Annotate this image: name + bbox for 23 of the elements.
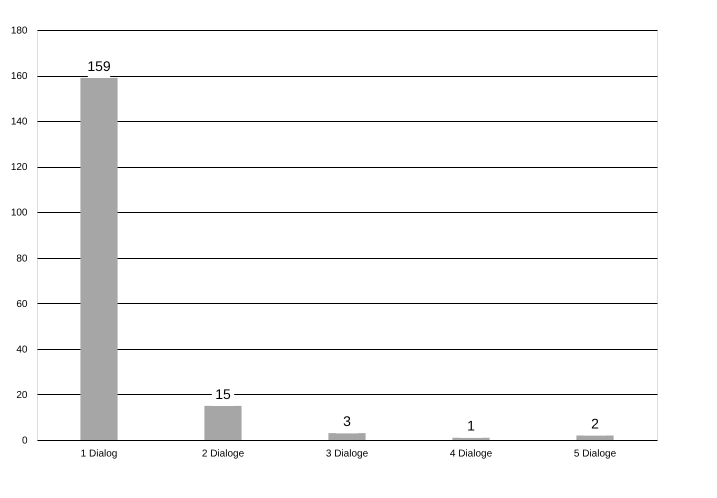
bar [328, 433, 366, 440]
x-tick-label: 3 Dialoge [326, 448, 369, 460]
data-label: 159 [87, 58, 111, 74]
x-tick-label: 4 Dialoge [450, 448, 493, 460]
x-tick-label: 5 Dialoge [574, 448, 617, 460]
y-tick-label: 160 [10, 71, 28, 82]
bar [576, 435, 614, 440]
y-tick-label: 60 [16, 298, 28, 310]
data-label: 2 [591, 415, 600, 432]
y-tick-label: 80 [16, 253, 28, 264]
data-label: 15 [215, 386, 231, 402]
x-tick-label: 1 Dialog [80, 448, 118, 460]
y-tick-label: 140 [10, 116, 28, 128]
data-label: 1 [467, 418, 476, 434]
bar [80, 78, 118, 440]
y-tick-label: 180 [10, 26, 28, 36]
data-label: 3 [343, 413, 352, 430]
y-tick-label: 40 [16, 344, 28, 356]
y-tick-label: 100 [10, 208, 28, 219]
y-tick-label: 120 [10, 162, 28, 174]
x-tick-label: 2 Dialoge [202, 448, 245, 460]
y-tick-label: 20 [16, 390, 28, 401]
y-tick-label: 0 [22, 436, 28, 446]
